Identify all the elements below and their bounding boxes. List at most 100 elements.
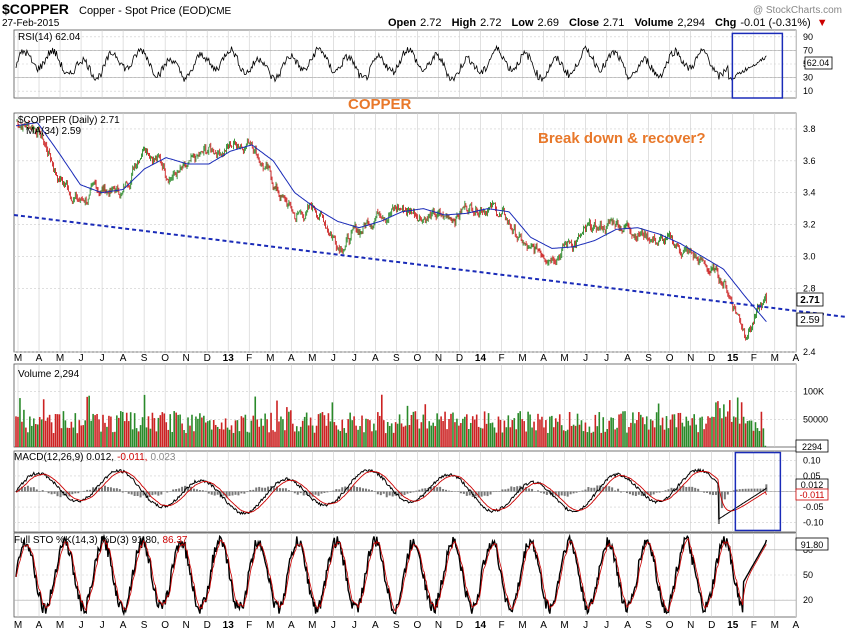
volume-bar bbox=[460, 423, 462, 447]
macd-histogram-bar bbox=[569, 491, 572, 495]
macd-histogram-bar bbox=[400, 491, 403, 497]
macd-histogram-bar bbox=[587, 487, 590, 492]
volume-bar bbox=[127, 421, 130, 447]
macd-histogram-bar bbox=[608, 486, 611, 492]
volume-bar bbox=[624, 411, 626, 447]
macd-histogram-bar bbox=[207, 491, 210, 494]
volume-bar bbox=[133, 413, 136, 447]
volume-bar bbox=[236, 420, 239, 447]
volume-bar bbox=[377, 412, 379, 447]
macd-histogram-bar bbox=[483, 491, 486, 496]
volume-bar bbox=[707, 416, 709, 447]
macd-histogram-bar bbox=[625, 491, 628, 494]
macd-histogram-bar bbox=[670, 487, 673, 492]
macd-histogram-bar bbox=[433, 485, 436, 492]
volume-bar bbox=[40, 419, 43, 447]
macd-histogram-bar bbox=[593, 487, 596, 492]
x-tick-label: J bbox=[331, 353, 336, 364]
x-tick-label: M bbox=[56, 353, 64, 364]
macd-histogram-bar bbox=[121, 491, 124, 493]
chart-date: 27-Feb-2015 bbox=[2, 18, 60, 29]
macd-histogram-bar bbox=[462, 491, 465, 494]
volume-bar bbox=[592, 431, 595, 447]
macd-histogram-bar bbox=[246, 491, 249, 493]
volume-bar bbox=[493, 427, 496, 447]
volume-bar bbox=[54, 414, 57, 447]
volume-bar bbox=[121, 411, 124, 447]
x-tick-label-bottom: 14 bbox=[475, 620, 487, 631]
volume-bar bbox=[394, 422, 397, 447]
volume-bar bbox=[341, 419, 344, 447]
volume-bar bbox=[19, 398, 21, 447]
x-tick-label: A bbox=[372, 353, 379, 364]
sto-panel-label: Full STO %K(14,3) %D(3) 91.80, 86.37 bbox=[14, 535, 188, 546]
macd-histogram-bar bbox=[492, 491, 495, 493]
volume-bar bbox=[23, 409, 25, 447]
volume-bar bbox=[497, 416, 500, 447]
macd-histogram-bar bbox=[732, 490, 735, 492]
volume-bar bbox=[355, 425, 357, 447]
x-tick-label: M bbox=[14, 353, 22, 364]
macd-histogram-bar bbox=[646, 491, 649, 495]
x-tick-label: S bbox=[141, 353, 148, 364]
volume-bar bbox=[721, 418, 723, 447]
macd-histogram-bar bbox=[314, 491, 317, 495]
macd-histogram-bar bbox=[406, 491, 409, 494]
x-tick-label: A bbox=[120, 353, 127, 364]
macd-histogram-bar bbox=[756, 488, 759, 492]
macd-histogram-bar bbox=[181, 486, 184, 492]
macd-histogram-bar bbox=[23, 487, 26, 492]
x-tick-label-bottom: D bbox=[204, 620, 211, 631]
macd-histogram-bar bbox=[424, 488, 427, 492]
volume-bar bbox=[96, 413, 98, 447]
high-value: 2.72 bbox=[480, 17, 501, 29]
macd-histogram-bar bbox=[566, 491, 569, 497]
volume-bar bbox=[748, 420, 751, 447]
macd-histogram-bar bbox=[201, 490, 204, 492]
volume-bar bbox=[110, 416, 112, 447]
macd-histogram-bar bbox=[29, 487, 32, 492]
macd-histogram-bar bbox=[92, 487, 95, 492]
volume-bar bbox=[70, 421, 73, 447]
volume-bar bbox=[193, 431, 195, 447]
volume-bar bbox=[234, 420, 237, 447]
macd-histogram-bar bbox=[296, 491, 299, 495]
volume-bar bbox=[464, 416, 466, 447]
volume-bar bbox=[151, 412, 154, 447]
x-tick-label: M bbox=[771, 353, 779, 364]
macd-histogram-bar bbox=[516, 486, 519, 492]
x-tick-label-bottom: M bbox=[771, 620, 779, 631]
volume-bar bbox=[29, 416, 31, 447]
volume-bar bbox=[375, 430, 377, 447]
volume-bar bbox=[503, 420, 506, 447]
volume-bar bbox=[570, 425, 573, 447]
macd-histogram-bar bbox=[536, 490, 539, 492]
macd-histogram-bar bbox=[311, 491, 314, 497]
volume-bar bbox=[264, 413, 266, 447]
x-tick-label: D bbox=[456, 353, 463, 364]
volume-bar bbox=[746, 420, 749, 447]
macd-histogram-bar bbox=[542, 491, 545, 494]
x-tick-label-bottom: D bbox=[708, 620, 715, 631]
volume-bar bbox=[171, 431, 174, 447]
x-tick-label: O bbox=[666, 353, 674, 364]
volume-bar bbox=[208, 420, 211, 447]
volume-bar bbox=[284, 430, 286, 447]
macd-histogram-bar bbox=[172, 489, 175, 492]
volume-bar bbox=[369, 420, 371, 447]
macd-histogram-bar bbox=[267, 486, 270, 492]
volume-bar bbox=[475, 414, 478, 447]
volume-bar bbox=[143, 394, 146, 447]
volume-bar bbox=[365, 418, 367, 447]
volume-bar bbox=[730, 421, 733, 447]
x-tick-label-bottom: S bbox=[393, 620, 400, 631]
volume-bar bbox=[114, 431, 116, 447]
macd-label-main: MACD(12,26,9) 0.012, bbox=[14, 452, 114, 463]
volume-bar bbox=[758, 430, 761, 447]
volume-bar bbox=[218, 428, 221, 447]
copper-annotation: COPPER bbox=[348, 96, 412, 113]
macd-histogram-bar bbox=[154, 491, 157, 495]
macd-histogram-bar bbox=[210, 491, 213, 495]
volume-bar bbox=[539, 419, 541, 447]
volume-bar bbox=[604, 431, 607, 447]
